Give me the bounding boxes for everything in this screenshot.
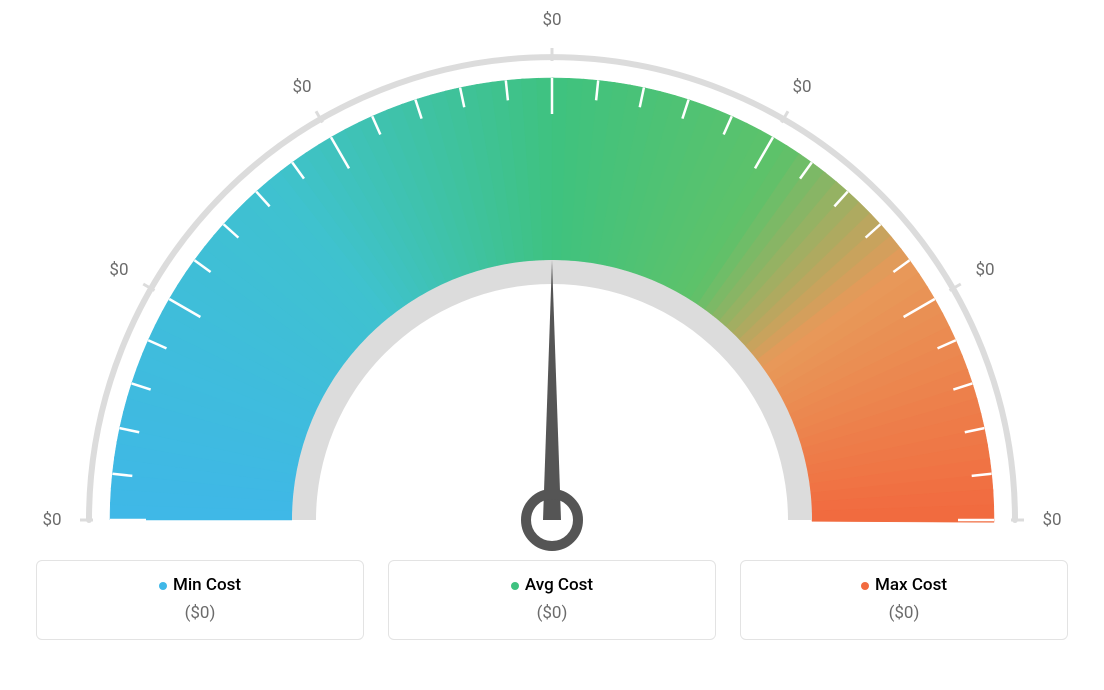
gauge-axis-label: $0 — [292, 77, 311, 97]
gauge-svg — [0, 0, 1104, 560]
legend-value-max: ($0) — [751, 603, 1057, 623]
legend-card-min: Min Cost ($0) — [36, 560, 364, 640]
gauge-axis-label: $0 — [42, 510, 61, 530]
legend-label-min: Min Cost — [47, 575, 353, 595]
legend-value-avg: ($0) — [399, 603, 705, 623]
legend-value-min: ($0) — [47, 603, 353, 623]
gauge-axis-label: $0 — [542, 10, 561, 30]
legend-label-max: Max Cost — [751, 575, 1057, 595]
dot-icon-max — [861, 582, 869, 590]
gauge-chart-container: $0 $0 $0 $0 $0 $0 $0 Min Cost ($0) Avg Cost ($… — [0, 0, 1104, 690]
gauge-area: $0 $0 $0 $0 $0 $0 $0 — [0, 0, 1104, 560]
gauge-axis-label: $0 — [975, 260, 994, 280]
gauge-axis-label: $0 — [109, 260, 128, 280]
legend-label-max-text: Max Cost — [875, 575, 947, 595]
gauge-axis-label: $0 — [1042, 510, 1061, 530]
dot-icon-avg — [511, 582, 519, 590]
dot-icon-min — [159, 582, 167, 590]
legend-row: Min Cost ($0) Avg Cost ($0) Max Cost ($0… — [0, 560, 1104, 640]
legend-card-avg: Avg Cost ($0) — [388, 560, 716, 640]
gauge-axis-label: $0 — [792, 77, 811, 97]
legend-label-avg: Avg Cost — [399, 575, 705, 595]
legend-label-min-text: Min Cost — [173, 575, 241, 595]
legend-card-max: Max Cost ($0) — [740, 560, 1068, 640]
legend-label-avg-text: Avg Cost — [525, 575, 593, 595]
gauge-needle — [543, 260, 561, 520]
